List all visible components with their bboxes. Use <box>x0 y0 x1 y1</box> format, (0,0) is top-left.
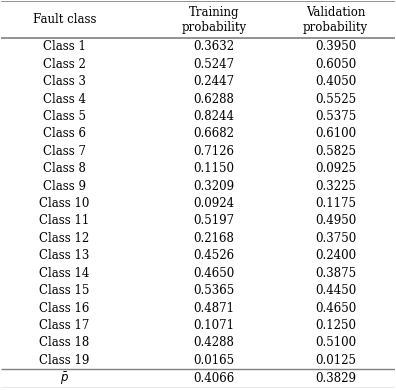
Text: 0.6682: 0.6682 <box>193 128 234 140</box>
Text: Class 3: Class 3 <box>43 75 86 88</box>
Text: Fault class: Fault class <box>32 13 96 26</box>
Text: 0.6288: 0.6288 <box>193 92 234 106</box>
Text: Class 13: Class 13 <box>39 249 89 262</box>
Text: 0.4526: 0.4526 <box>193 249 234 262</box>
Text: 0.3950: 0.3950 <box>315 40 356 53</box>
Text: 0.5825: 0.5825 <box>315 145 356 158</box>
Text: Class 6: Class 6 <box>43 128 86 140</box>
Text: 0.4650: 0.4650 <box>193 267 234 280</box>
Text: 0.7126: 0.7126 <box>193 145 234 158</box>
Text: 0.3632: 0.3632 <box>193 40 234 53</box>
Text: 0.3829: 0.3829 <box>315 372 356 385</box>
Text: Class 18: Class 18 <box>39 337 89 349</box>
Text: 0.5247: 0.5247 <box>193 58 234 71</box>
Text: 0.0925: 0.0925 <box>315 162 356 175</box>
Text: Class 5: Class 5 <box>43 110 86 123</box>
Text: Class 17: Class 17 <box>39 319 89 332</box>
Text: 0.3209: 0.3209 <box>193 180 234 193</box>
Text: 0.4950: 0.4950 <box>315 215 356 227</box>
Text: 0.1150: 0.1150 <box>193 162 234 175</box>
Text: 0.0125: 0.0125 <box>315 354 356 367</box>
Text: 0.6100: 0.6100 <box>315 128 356 140</box>
Text: 0.4450: 0.4450 <box>315 284 356 297</box>
Text: 0.4288: 0.4288 <box>193 337 234 349</box>
Text: 0.2168: 0.2168 <box>193 232 234 245</box>
Text: 0.3875: 0.3875 <box>315 267 356 280</box>
Text: 0.6050: 0.6050 <box>315 58 356 71</box>
Text: Class 9: Class 9 <box>43 180 86 193</box>
Text: 0.1071: 0.1071 <box>193 319 234 332</box>
Text: 0.2400: 0.2400 <box>315 249 356 262</box>
Text: 0.2447: 0.2447 <box>193 75 234 88</box>
Text: Validation
probability: Validation probability <box>303 6 368 34</box>
Text: 0.0924: 0.0924 <box>193 197 234 210</box>
Text: 0.8244: 0.8244 <box>193 110 234 123</box>
Text: 0.5375: 0.5375 <box>315 110 356 123</box>
Text: 0.4066: 0.4066 <box>193 372 234 385</box>
Text: Training
probability: Training probability <box>181 6 246 34</box>
Text: 0.5525: 0.5525 <box>315 92 356 106</box>
Text: Class 14: Class 14 <box>39 267 89 280</box>
Text: Class 8: Class 8 <box>43 162 86 175</box>
Text: 0.5100: 0.5100 <box>315 337 356 349</box>
Text: $\bar{p}$: $\bar{p}$ <box>60 370 69 386</box>
Text: 0.3225: 0.3225 <box>315 180 356 193</box>
Text: Class 16: Class 16 <box>39 301 89 315</box>
Text: 0.5365: 0.5365 <box>193 284 234 297</box>
Text: 0.1250: 0.1250 <box>315 319 356 332</box>
Text: Class 11: Class 11 <box>39 215 89 227</box>
Text: Class 12: Class 12 <box>39 232 89 245</box>
Text: Class 10: Class 10 <box>39 197 89 210</box>
Text: 0.3750: 0.3750 <box>315 232 356 245</box>
Text: 0.4650: 0.4650 <box>315 301 356 315</box>
Text: 0.5197: 0.5197 <box>193 215 234 227</box>
Text: Class 7: Class 7 <box>43 145 86 158</box>
Text: Class 15: Class 15 <box>39 284 89 297</box>
Text: 0.4871: 0.4871 <box>193 301 234 315</box>
Text: Class 1: Class 1 <box>43 40 86 53</box>
Text: Class 4: Class 4 <box>43 92 86 106</box>
Text: Class 19: Class 19 <box>39 354 89 367</box>
Text: 0.4050: 0.4050 <box>315 75 356 88</box>
Text: Class 2: Class 2 <box>43 58 86 71</box>
Text: 0.0165: 0.0165 <box>193 354 234 367</box>
Text: 0.1175: 0.1175 <box>315 197 356 210</box>
